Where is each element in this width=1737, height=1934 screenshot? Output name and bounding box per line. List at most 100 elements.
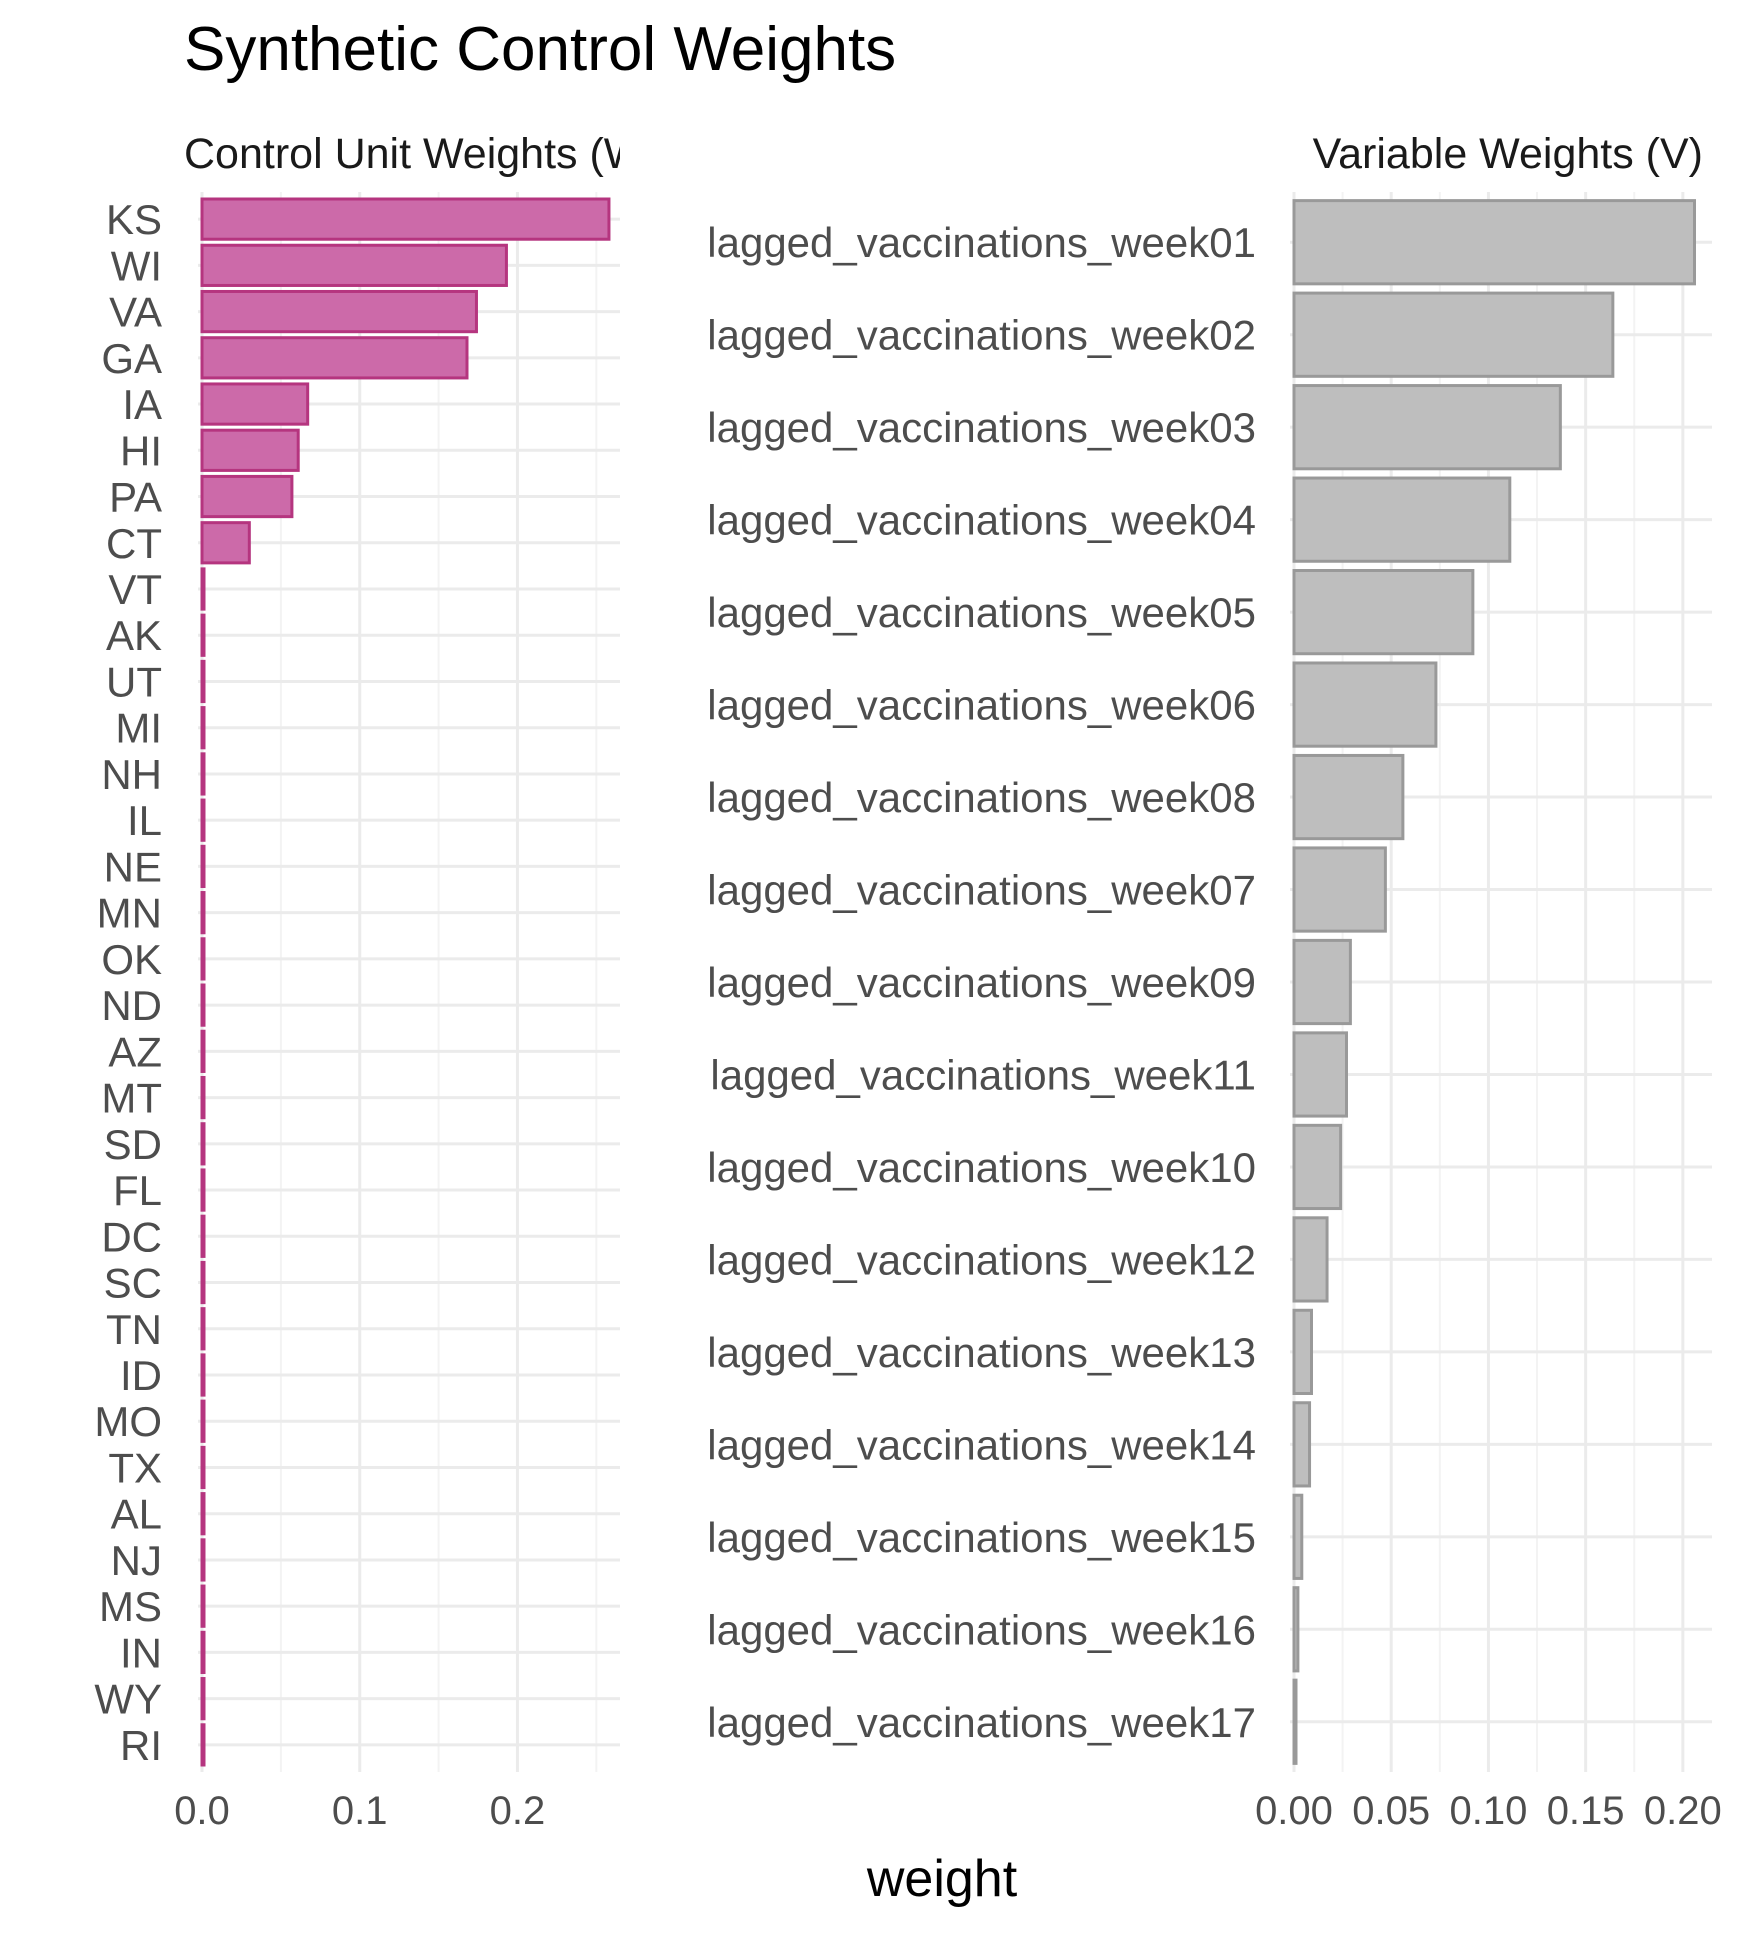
- x-tick-label: 0.05: [1352, 1789, 1430, 1833]
- y-tick-label: SD: [104, 1121, 162, 1168]
- y-tick-label: MN: [97, 890, 162, 937]
- y-tick-label: lagged_vaccinations_week05: [707, 589, 1256, 636]
- bar-lagged-vaccinations-week12: [1292, 1216, 1329, 1303]
- bar-sc: [200, 1260, 206, 1305]
- y-tick-label: ID: [120, 1352, 162, 1399]
- y-tick-label: FL: [113, 1167, 162, 1214]
- bar-lagged-vaccinations-week04: [1292, 476, 1512, 563]
- y-tick-label: AZ: [108, 1028, 162, 1075]
- bar-mi: [200, 706, 206, 750]
- bar-nh: [200, 752, 206, 796]
- bar-in: [200, 1630, 206, 1675]
- bar-va: [200, 289, 478, 334]
- chart-title: Synthetic Control Weights: [184, 15, 896, 84]
- panel-control-unit-weights: Control Unit Weights (W) KSWIVAGAIAHIPACT…: [94, 130, 659, 1833]
- y-tick-label: VT: [108, 566, 162, 613]
- bar-sd: [200, 1122, 206, 1166]
- x-tick-labels: 0.00 0.05 0.10 0.15 0.20: [1255, 1789, 1722, 1833]
- bar-lagged-vaccinations-week06: [1292, 661, 1438, 748]
- bar-nj: [200, 1538, 206, 1582]
- bar-lagged-vaccinations-week03: [1292, 384, 1562, 471]
- y-tick-label: ND: [101, 982, 162, 1029]
- x-tick-label: 0.00: [1255, 1789, 1333, 1833]
- y-tick-label: MO: [94, 1398, 162, 1445]
- y-tick-label: RI: [120, 1722, 162, 1769]
- bar-lagged-vaccinations-week17: [1292, 1678, 1298, 1765]
- y-tick-label: PA: [109, 474, 162, 521]
- y-tick-label: MT: [101, 1075, 162, 1122]
- panel-strip-label: Control Unit Weights (W): [184, 130, 659, 178]
- y-tick-label: TN: [106, 1306, 162, 1353]
- y-tick-label: VA: [109, 289, 162, 336]
- y-tick-label: lagged_vaccinations_week11: [710, 1051, 1256, 1098]
- bar-ri: [200, 1723, 206, 1767]
- bar-mt: [200, 1075, 206, 1120]
- y-tick-label: NH: [101, 751, 162, 798]
- bar-lagged-vaccinations-week11: [1292, 1031, 1348, 1118]
- y-tick-label: lagged_vaccinations_week13: [707, 1329, 1256, 1376]
- y-tick-label: WI: [111, 242, 162, 289]
- y-tick-label: lagged_vaccinations_week01: [707, 219, 1256, 266]
- y-tick-label: IL: [127, 797, 162, 844]
- y-tick-label: SC: [104, 1260, 162, 1307]
- y-tick-label: OK: [101, 936, 162, 983]
- bar-hi: [200, 428, 300, 472]
- bar-tx: [200, 1445, 206, 1490]
- bar-il: [200, 798, 206, 842]
- bar-lagged-vaccinations-week10: [1292, 1123, 1343, 1211]
- y-tick-labels: KSWIVAGAIAHIPACTVTAKUTMINHILNEMNOKNDAZMT…: [94, 196, 162, 1769]
- bar-lagged-vaccinations-week08: [1292, 753, 1405, 841]
- x-tick-labels: 0.0 0.1 0.2: [174, 1789, 545, 1833]
- panel-variable-weights: Variable Weights (V) lagged_vaccinations_…: [707, 130, 1722, 1833]
- y-tick-label: lagged_vaccinations_week08: [707, 774, 1256, 821]
- bar-az: [200, 1029, 206, 1073]
- panel-strip-label: Variable Weights (V): [1313, 130, 1703, 178]
- bar-mo: [200, 1399, 206, 1443]
- bar-fl: [200, 1168, 206, 1212]
- y-tick-label: UT: [106, 658, 162, 705]
- y-tick-label: NJ: [111, 1537, 162, 1584]
- y-tick-label: WY: [94, 1676, 162, 1723]
- x-tick-label: 0.0: [174, 1789, 230, 1833]
- bar-ks: [200, 197, 611, 241]
- y-tick-label: lagged_vaccinations_week16: [707, 1606, 1256, 1653]
- y-tick-label: GA: [101, 335, 162, 382]
- y-tick-label: IA: [122, 381, 162, 428]
- bar-ak: [200, 613, 206, 657]
- bar-ms: [200, 1584, 206, 1628]
- bar-nd: [200, 983, 206, 1027]
- bar-lagged-vaccinations-week02: [1292, 291, 1615, 378]
- bar-ia: [200, 382, 310, 426]
- y-tick-label: TX: [108, 1444, 162, 1491]
- x-tick-label: 0.20: [1644, 1789, 1722, 1833]
- bar-tn: [200, 1307, 206, 1351]
- y-tick-label: IN: [120, 1629, 162, 1676]
- y-tick-label: lagged_vaccinations_week02: [707, 312, 1256, 359]
- x-tick-label: 0.2: [490, 1789, 546, 1833]
- bar-lagged-vaccinations-week01: [1292, 199, 1697, 286]
- bar-ne: [200, 844, 206, 889]
- y-tick-label: lagged_vaccinations_week03: [707, 404, 1256, 451]
- y-tick-label: lagged_vaccinations_week15: [707, 1514, 1256, 1561]
- y-tick-label: HI: [120, 427, 162, 474]
- y-tick-label: lagged_vaccinations_week06: [707, 682, 1256, 729]
- bar-id: [200, 1353, 206, 1397]
- y-tick-label: lagged_vaccinations_week07: [707, 867, 1256, 914]
- bar-wi: [200, 243, 508, 287]
- x-axis-title: weight: [866, 1850, 1018, 1908]
- y-tick-label: AL: [111, 1491, 162, 1538]
- bar-mn: [200, 891, 206, 935]
- y-tick-label: lagged_vaccinations_week04: [707, 497, 1256, 544]
- y-tick-label: lagged_vaccinations_week14: [707, 1421, 1256, 1468]
- y-tick-label: KS: [106, 196, 162, 243]
- bars: [1292, 199, 1697, 1765]
- bar-ok: [200, 937, 206, 981]
- bar-wy: [200, 1677, 206, 1721]
- y-tick-label: AK: [106, 612, 162, 659]
- y-tick-label: MI: [115, 705, 162, 752]
- bars: [200, 197, 611, 1767]
- y-tick-label: NE: [104, 843, 162, 890]
- y-tick-label: lagged_vaccinations_week09: [707, 959, 1256, 1006]
- y-tick-label: lagged_vaccinations_week12: [707, 1236, 1256, 1283]
